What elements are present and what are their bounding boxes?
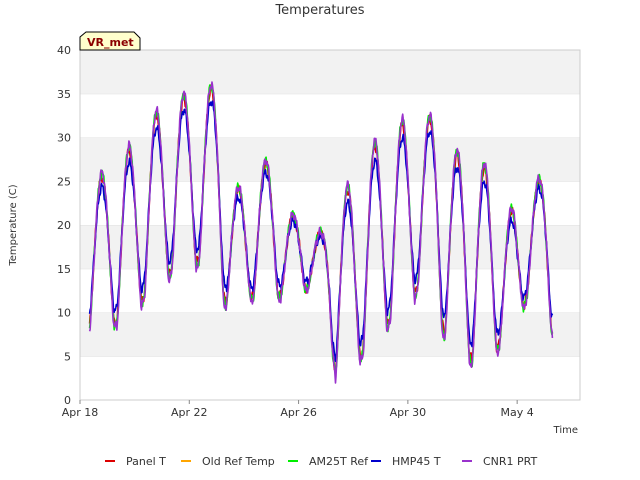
chart-title: Temperatures [274, 3, 364, 18]
y-tick-label: 10 [57, 307, 71, 320]
y-tick-label: 30 [57, 132, 71, 145]
legend-item: Old Ref Temp [181, 455, 275, 468]
legend-item: Panel T [105, 455, 166, 468]
legend-item: HMP45 T [371, 455, 441, 468]
x-tick-label: Apr 18 [62, 406, 99, 419]
legend-label: Old Ref Temp [202, 455, 275, 468]
legend-label: CNR1 PRT [483, 455, 538, 468]
y-tick-label: 0 [64, 394, 71, 407]
station-badge: VR_met [79, 31, 141, 51]
legend-label: AM25T Ref [309, 455, 369, 468]
series-layer [88, 81, 554, 384]
badge-label: VR_met [87, 36, 134, 49]
y-tick-label: 25 [57, 175, 71, 188]
x-tick-label: Apr 26 [280, 406, 317, 419]
y-tick-label: 5 [64, 350, 71, 363]
grid-band [80, 93, 580, 138]
x-axis-ticks: Apr 18 Apr 22 Apr 26 Apr 30 May 4 [62, 400, 534, 419]
grid-band [80, 225, 580, 269]
legend-label: Panel T [126, 455, 166, 468]
y-axis-ticks: 0 5 10 15 20 25 30 35 40 [57, 44, 71, 407]
legend-label: HMP45 T [392, 455, 441, 468]
y-tick-label: 35 [57, 88, 71, 101]
plot-border [79, 49, 581, 401]
y-tick-label: 20 [57, 219, 71, 232]
y-tick-label: 40 [57, 44, 71, 57]
grid-band [80, 181, 580, 225]
grid-band [80, 356, 580, 400]
x-tick-label: Apr 30 [390, 406, 427, 419]
legend: Panel T Old Ref Temp AM25T Ref HMP45 T CNR1 … [105, 455, 538, 468]
y-axis-label: Temperature (C) [8, 184, 19, 266]
x-tick-label: May 4 [501, 406, 534, 419]
grid-band [80, 137, 580, 182]
grid-band [80, 50, 580, 94]
badge-shape [79, 31, 141, 51]
legend-item: CNR1 PRT [462, 455, 538, 468]
y-tick-label: 15 [57, 263, 71, 276]
grid-bands [80, 49, 580, 400]
legend-item: AM25T Ref [288, 455, 369, 468]
series-line-cnr1-prt [88, 81, 554, 384]
x-tick-label: Apr 22 [171, 406, 208, 419]
x-axis-label: Time [553, 425, 578, 436]
